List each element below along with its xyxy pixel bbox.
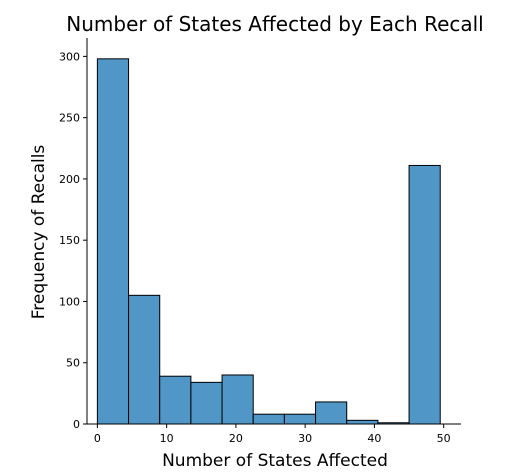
x-tick-label: 20 bbox=[229, 432, 243, 445]
histogram-bar-6 bbox=[283, 413, 317, 425]
y-tick-label: 200 bbox=[59, 173, 80, 186]
x-tick-label: 10 bbox=[160, 432, 174, 445]
y-tick-label: 300 bbox=[59, 50, 80, 63]
histogram-bar-0 bbox=[96, 58, 130, 425]
x-tick-label: 0 bbox=[94, 432, 101, 445]
chart-title: Number of States Affected by Each Recall bbox=[66, 12, 484, 36]
histogram-bar-8 bbox=[346, 419, 379, 425]
bars-group bbox=[96, 58, 441, 425]
x-axis-label: Number of States Affected bbox=[162, 451, 388, 471]
histogram-bar-3 bbox=[190, 381, 223, 425]
x-tick-label: 40 bbox=[367, 432, 381, 445]
histogram-bar-7 bbox=[315, 401, 348, 425]
y-tick-label: 250 bbox=[59, 112, 80, 125]
histogram-bar-5 bbox=[252, 413, 285, 425]
y-tick-label: 50 bbox=[66, 357, 80, 370]
y-tick-label: 100 bbox=[59, 295, 80, 308]
histogram-bar-4 bbox=[221, 374, 254, 425]
y-ticks-group: 0 50 100 150 200 250 300 bbox=[59, 50, 87, 431]
x-ticks-group: 0 10 20 30 40 50 bbox=[94, 424, 451, 445]
x-tick-label: 30 bbox=[298, 432, 312, 445]
y-tick-label: 0 bbox=[73, 418, 80, 431]
y-axis-label: Frequency of Recalls bbox=[29, 145, 49, 320]
histogram-bar-2 bbox=[159, 375, 192, 425]
x-tick-label: 50 bbox=[437, 432, 451, 445]
histogram-bar-1 bbox=[128, 294, 161, 425]
histogram-bar-10 bbox=[408, 164, 441, 425]
y-tick-label: 150 bbox=[59, 234, 80, 247]
